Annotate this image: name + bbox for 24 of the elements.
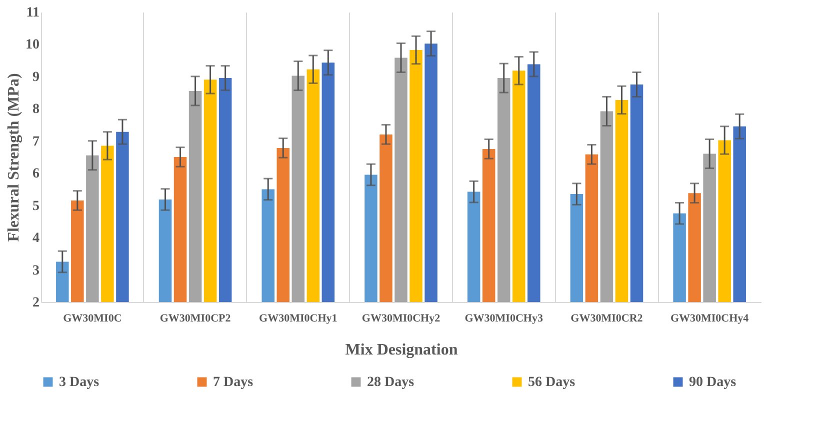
x-tick-label: GW30MI0C: [63, 312, 122, 324]
legend-label: 56 Days: [528, 375, 576, 390]
y-tick-label: 11: [26, 6, 40, 20]
legend-label: 28 Days: [367, 375, 415, 390]
y-tick-label: 2: [32, 296, 40, 310]
x-tick-label: GW30MI0CHy1: [259, 312, 338, 324]
legend-label: 7 Days: [213, 375, 254, 390]
y-axis-title: Flexural Strength (MPa): [6, 73, 22, 242]
y-tick-label: 4: [32, 231, 40, 246]
y-tick-label: 5: [32, 198, 40, 214]
y-tick-label: 3: [32, 263, 40, 278]
y-tick-label: 8: [32, 102, 40, 118]
y-tick-label: 10: [26, 38, 40, 53]
y-tick-label: 6: [32, 166, 40, 182]
y-tick-label: 9: [32, 70, 40, 85]
legend-label: 90 Days: [689, 375, 737, 390]
x-tick-label: GW30MI0CHy2: [362, 312, 441, 324]
x-tick-label: GW30MI0CHy4: [670, 312, 750, 324]
x-axis-title: Mix Designation: [345, 342, 458, 358]
legend-label: 3 Days: [59, 375, 100, 390]
y-tick-label: 7: [32, 134, 40, 150]
x-tick-label: GW30MI0CP2: [160, 312, 232, 324]
x-tick-label: GW30MI0CHy3: [464, 312, 544, 324]
x-tick-label: GW30MI0CR2: [570, 312, 644, 324]
